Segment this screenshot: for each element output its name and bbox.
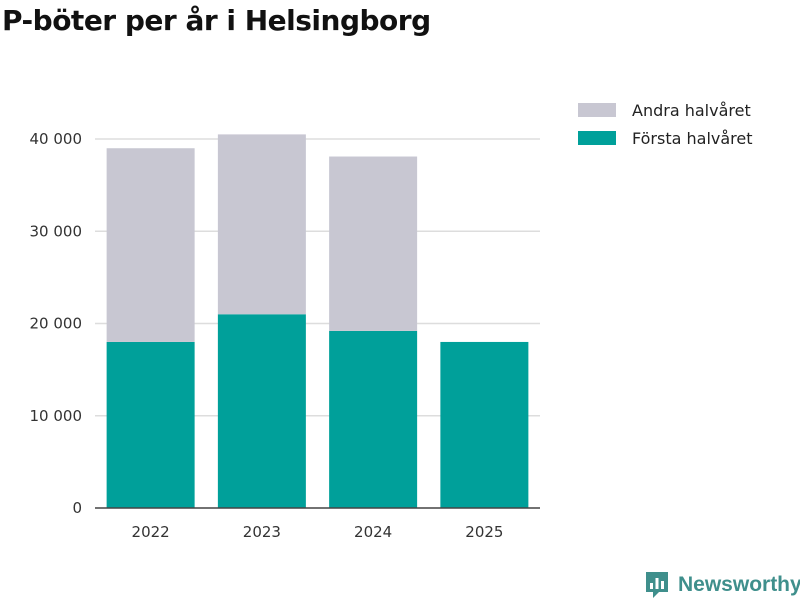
y-tick-label: 0 [72, 499, 82, 517]
bar-first-half-2025[interactable] [440, 341, 529, 508]
bars [106, 134, 529, 508]
bar-first-half-2023[interactable] [217, 314, 306, 508]
newsworthy-brand[interactable]: Newsworthy [644, 570, 800, 600]
legend-label-second-half: Andra halvåret [632, 100, 751, 120]
y-tick-label: 10 000 [30, 407, 83, 425]
y-tick-label: 30 000 [30, 222, 83, 240]
chart-title: P-böter per år i Helsingborg [2, 4, 431, 37]
x-tick-label: 2024 [354, 523, 392, 541]
legend-label-first-half: Första halvåret [632, 128, 753, 148]
axes: 0 10 000 20 000 30 000 40 000 2022 2023 2024 202… [30, 130, 540, 541]
bar-chart-logo-icon [646, 572, 668, 598]
bar-first-half-2022[interactable] [106, 341, 195, 508]
brand-name: Newsworthy [678, 573, 800, 596]
y-tick-label: 40 000 [30, 130, 83, 148]
x-tick-label: 2023 [243, 523, 281, 541]
y-tick-label: 20 000 [30, 315, 83, 333]
x-tick-label: 2025 [465, 523, 503, 541]
bar-second-half-2022[interactable] [106, 148, 195, 342]
legend-item-second-half[interactable]: Andra halvåret [578, 96, 753, 124]
x-tick-label: 2022 [132, 523, 170, 541]
legend-item-first-half[interactable]: Första halvåret [578, 124, 753, 152]
legend-swatch-first-half [578, 131, 616, 145]
bar-second-half-2023[interactable] [217, 134, 306, 315]
bar-first-half-2024[interactable] [329, 330, 418, 508]
legend-swatch-second-half [578, 103, 616, 117]
bar-second-half-2024[interactable] [329, 156, 418, 331]
legend: Andra halvåret Första halvåret [578, 96, 753, 152]
